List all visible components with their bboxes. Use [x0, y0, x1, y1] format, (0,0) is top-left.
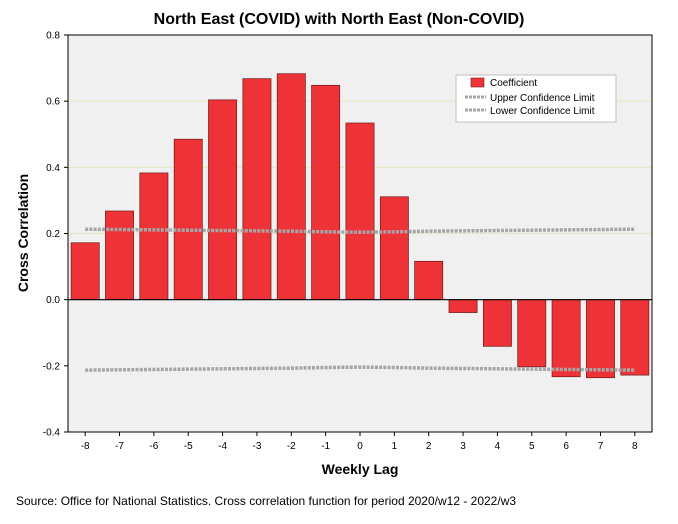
bar [379, 196, 409, 301]
y-tick-label: 0.4 [46, 163, 60, 174]
bar [414, 260, 444, 301]
bar [276, 73, 306, 301]
bar [517, 299, 547, 368]
legend-label-lower-limit: Lower Confidence Limit [490, 106, 595, 117]
legend-swatch-coefficient [470, 77, 485, 88]
bar [448, 299, 478, 313]
x-tick-label: -7 [115, 441, 124, 452]
x-tick-label: 3 [460, 441, 466, 452]
source-note: Source: Office for National Statistics. … [16, 494, 517, 508]
x-tick-label: -6 [149, 441, 158, 452]
x-tick-label: 0 [357, 441, 363, 452]
y-tick-label: -0.4 [43, 428, 61, 439]
bar [311, 84, 341, 301]
bar [345, 122, 375, 301]
y-tick-label: -0.2 [43, 361, 61, 372]
lower-confidence-line [85, 365, 635, 372]
bar [482, 299, 512, 347]
bar [70, 242, 100, 301]
x-tick-label: 4 [495, 441, 501, 452]
bar [173, 138, 203, 301]
x-tick-label: 2 [426, 441, 432, 452]
x-tick-label: 6 [563, 441, 569, 452]
x-axis-title: Weekly Lag [322, 461, 399, 477]
x-tick-label: 1 [392, 441, 398, 452]
legend: Coefficient Upper Confidence Limit Lower… [455, 74, 617, 123]
x-tick-label: 5 [529, 441, 535, 452]
x-tick-label: -1 [321, 441, 330, 452]
legend-label-upper-limit: Upper Confidence Limit [490, 93, 595, 104]
bar [105, 210, 134, 301]
x-tick-label: -2 [287, 441, 296, 452]
bar [620, 299, 650, 376]
bar [551, 299, 581, 378]
bar [139, 172, 169, 301]
y-tick-label: 0.8 [46, 31, 60, 42]
x-tick-label: 8 [632, 441, 638, 452]
upper-confidence-line [85, 227, 635, 234]
bar [242, 78, 272, 301]
x-tick-label: -8 [81, 441, 90, 452]
y-tick-label: 0.6 [46, 97, 60, 108]
legend-label-coefficient: Coefficient [490, 78, 537, 89]
y-tick-label: 0.0 [46, 295, 60, 306]
x-tick-label: -4 [218, 441, 227, 452]
y-axis-title: Cross Correlation [15, 174, 31, 292]
chart-title: North East (COVID) with North East (Non-… [153, 11, 525, 28]
bar [208, 99, 238, 301]
y-tick-label: 0.2 [46, 229, 60, 240]
x-tick-label: -3 [252, 441, 261, 452]
x-tick-label: 7 [598, 441, 604, 452]
x-tick-label: -5 [184, 441, 193, 452]
bar [586, 299, 615, 379]
